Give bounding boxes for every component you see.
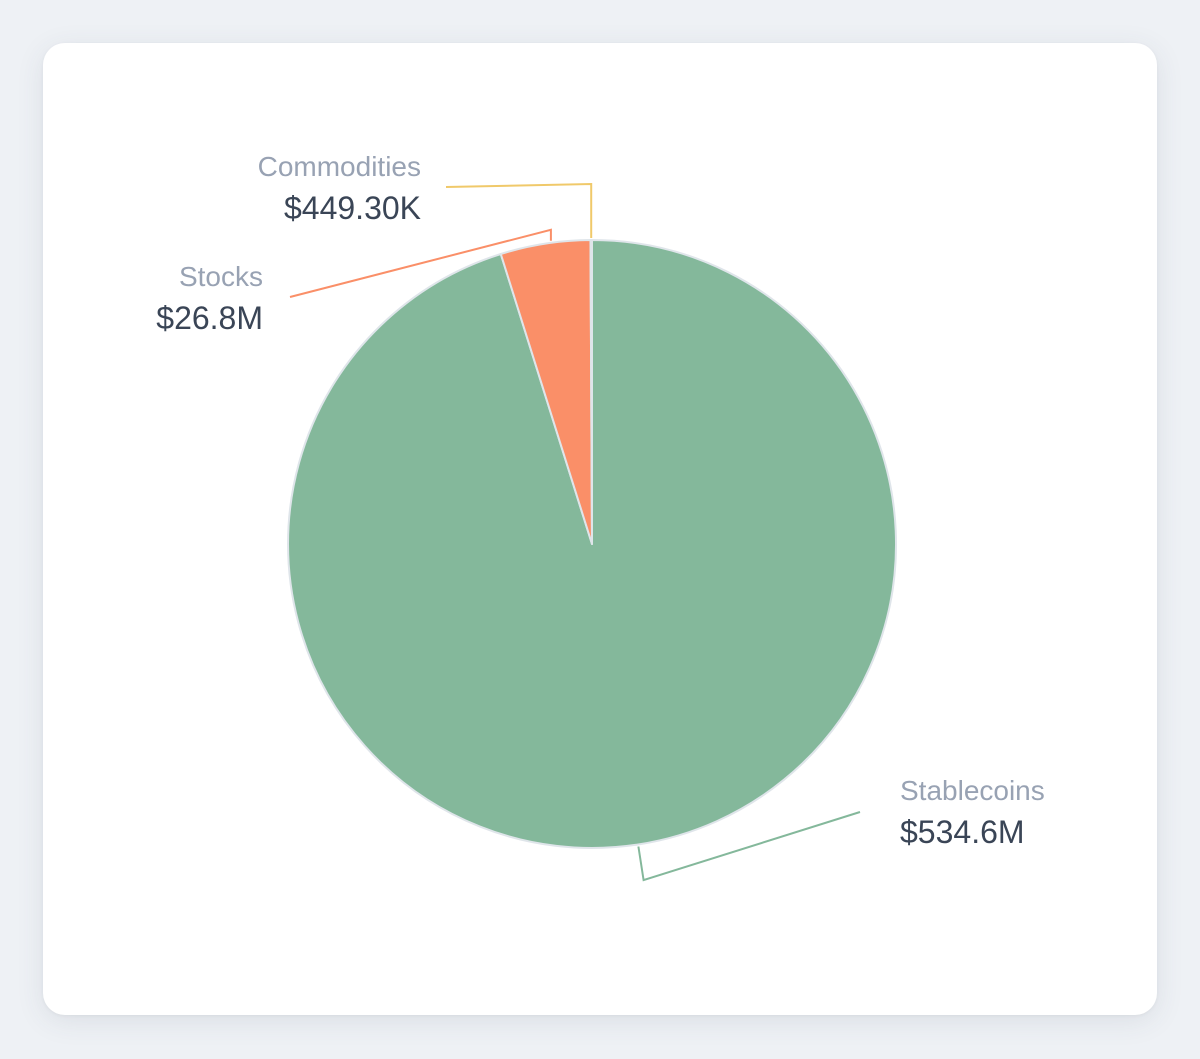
slice-label-stocks: Stocks [179, 261, 263, 292]
value-label-stablecoins: $534.6M [900, 814, 1025, 850]
pie-slice-commodities[interactable] [589, 238, 593, 545]
slice-label-stablecoins: Stablecoins [900, 775, 1045, 806]
value-label-commodities: $449.30K [284, 190, 421, 226]
leader-lines [289, 182, 861, 882]
leader-line-commodities [445, 182, 593, 238]
pie-slices [287, 238, 898, 849]
slice-label-commodities: Commodities [258, 151, 421, 182]
leader-line-stablecoins [637, 811, 861, 882]
leader-line-stocks [289, 228, 552, 298]
value-label-stocks: $26.8M [156, 300, 263, 336]
